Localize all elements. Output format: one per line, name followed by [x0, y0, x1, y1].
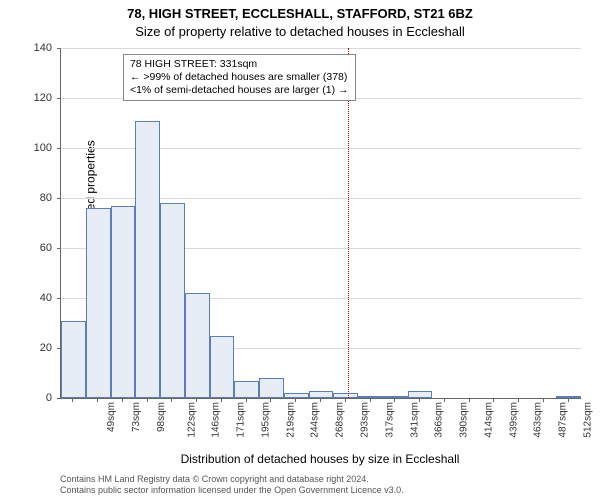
- histogram-bar: [408, 391, 433, 399]
- x-tick-label: 146sqm: [211, 402, 222, 438]
- histogram-bar: [309, 391, 334, 399]
- histogram-bar: [185, 293, 210, 398]
- chart-subtitle: Size of property relative to detached ho…: [0, 24, 600, 39]
- x-tick-label: 195sqm: [261, 402, 272, 438]
- y-tick-label: 0: [0, 392, 52, 404]
- x-tick-label: 439sqm: [508, 402, 519, 438]
- y-tick-label: 40: [0, 292, 52, 304]
- x-tick-label: 122sqm: [186, 402, 197, 438]
- x-tick-label: 512sqm: [582, 402, 593, 438]
- y-tick-label: 80: [0, 192, 52, 204]
- histogram-bar: [135, 121, 160, 399]
- y-tick-label: 100: [0, 142, 52, 154]
- x-tick-label: 390sqm: [459, 402, 470, 438]
- chart-container: 78, HIGH STREET, ECCLESHALL, STAFFORD, S…: [0, 0, 600, 500]
- histogram-bar: [61, 321, 86, 399]
- x-tick-label: 317sqm: [384, 402, 395, 438]
- annotation-box: 78 HIGH STREET: 331sqm← >99% of detached…: [123, 54, 356, 101]
- x-tick-label: 171sqm: [236, 402, 247, 438]
- y-tick-label: 140: [0, 42, 52, 54]
- histogram-bar: [210, 336, 235, 399]
- credits-line2: Contains public sector information licen…: [60, 485, 404, 496]
- histogram-bar: [556, 396, 581, 399]
- histogram-bar: [160, 203, 185, 398]
- x-tick-label: 268sqm: [335, 402, 346, 438]
- y-tick-label: 120: [0, 92, 52, 104]
- x-tick-label: 463sqm: [533, 402, 544, 438]
- chart-title-address: 78, HIGH STREET, ECCLESHALL, STAFFORD, S…: [0, 6, 600, 21]
- x-tick-label: 244sqm: [310, 402, 321, 438]
- y-tick-label: 60: [0, 242, 52, 254]
- histogram-bar: [259, 378, 284, 398]
- y-tick-label: 20: [0, 342, 52, 354]
- x-tick-label: 487sqm: [558, 402, 569, 438]
- x-tick-label: 49sqm: [106, 402, 117, 432]
- x-tick-label: 73sqm: [131, 402, 142, 432]
- x-tick-label: 414sqm: [483, 402, 494, 438]
- histogram-bar: [358, 396, 383, 399]
- x-tick-label: 219sqm: [285, 402, 296, 438]
- histogram-bar: [86, 208, 111, 398]
- annotation-line1: 78 HIGH STREET: 331sqm: [130, 58, 349, 71]
- x-tick-label: 293sqm: [360, 402, 371, 438]
- plot-area: 78 HIGH STREET: 331sqm← >99% of detached…: [60, 48, 581, 399]
- annotation-line3: <1% of semi-detached houses are larger (…: [130, 84, 349, 97]
- x-axis-label: Distribution of detached houses by size …: [60, 452, 580, 466]
- annotation-line2: ← >99% of detached houses are smaller (3…: [130, 71, 349, 84]
- histogram-bar: [111, 206, 136, 399]
- histogram-bar: [234, 381, 259, 399]
- x-tick-label: 98sqm: [156, 402, 167, 432]
- credits-text: Contains HM Land Registry data © Crown c…: [60, 474, 404, 496]
- histogram-bar: [333, 393, 358, 398]
- x-tick-label: 366sqm: [434, 402, 445, 438]
- credits-line1: Contains HM Land Registry data © Crown c…: [60, 474, 404, 485]
- x-tick-label: 341sqm: [409, 402, 420, 438]
